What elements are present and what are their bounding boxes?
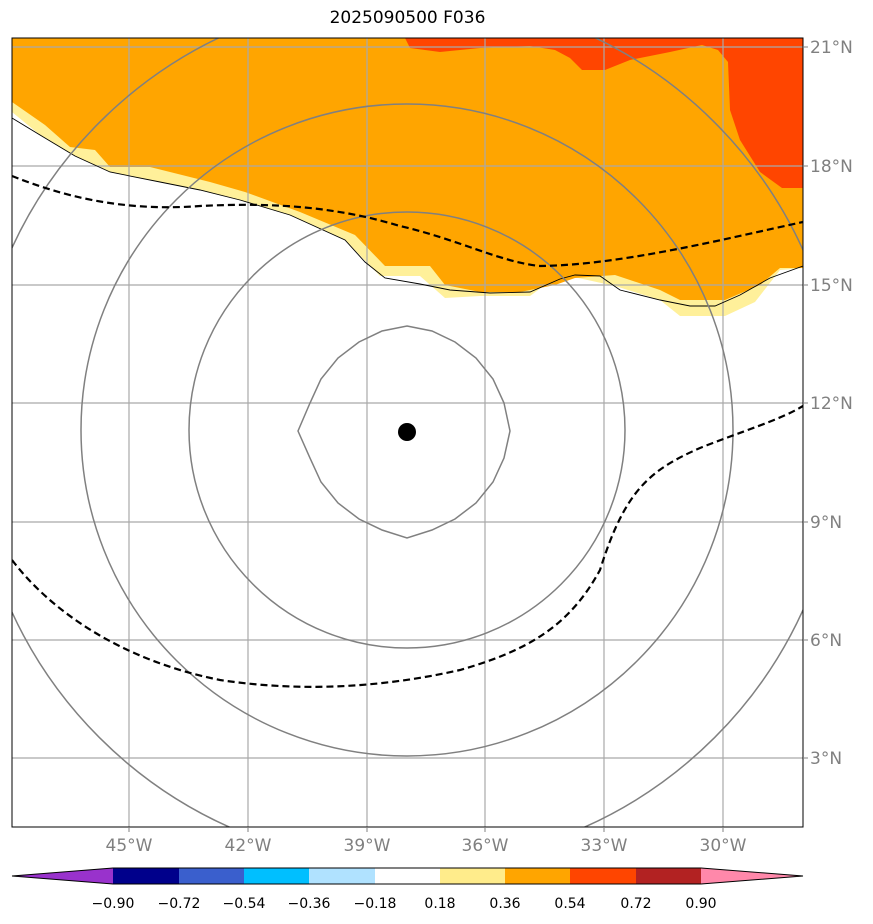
lat-label: 6°N [810, 631, 842, 651]
lat-label: 18°N [810, 157, 853, 177]
colorbar-tick-label: 0.36 [489, 896, 520, 912]
colorbar-tick-label: 0.18 [424, 896, 455, 912]
colorbar-segment [113, 868, 179, 884]
colorbar-tick-label: 0.90 [685, 896, 716, 912]
colorbar-segment [505, 868, 570, 884]
dashed-contour-south [12, 405, 803, 688]
map-area [12, 38, 803, 827]
lon-label: 39°W [344, 836, 391, 856]
boundary-line [12, 117, 803, 307]
storm-center-marker [398, 423, 416, 441]
lon-label: 30°W [700, 836, 747, 856]
dashed-contours [12, 174, 803, 688]
colorbar-outline [11, 867, 804, 885]
lat-label: 9°N [810, 513, 842, 533]
lon-label: 33°W [581, 836, 628, 856]
lat-ticks [803, 46, 808, 759]
range-ring-1 [297, 325, 511, 539]
colorbar-segment [636, 868, 701, 884]
colorbar-tick-label: −0.72 [158, 896, 201, 912]
lon-label: 36°W [462, 836, 509, 856]
colorbar-segment [309, 868, 375, 884]
map-title: 2025090500 F036 [329, 8, 486, 28]
colorbar-tick-label: −0.90 [92, 896, 135, 912]
colorbar-segment [244, 868, 309, 884]
colorbar-tick-label: −0.54 [223, 896, 266, 912]
orange-field [12, 38, 803, 300]
colorbar-tick-label: −0.36 [288, 896, 331, 912]
range-rings [12, 38, 803, 827]
colorbar-segment [440, 868, 505, 884]
colorbar-segment [570, 868, 636, 884]
range-ring-3 [80, 103, 734, 757]
colorbar [11, 867, 804, 885]
colorbar-tick-label: 0.72 [620, 896, 651, 912]
range-ring-2 [188, 211, 626, 649]
colorbar-segment [179, 868, 244, 884]
colorbar-tick-label: 0.54 [554, 896, 585, 912]
graticule [12, 38, 803, 827]
lat-label: 3°N [810, 749, 842, 769]
map-frame [11, 37, 804, 828]
dashed-contour-north [12, 174, 803, 268]
lon-label: 45°W [106, 836, 153, 856]
lon-label: 42°W [225, 836, 272, 856]
lat-label: 15°N [810, 276, 853, 296]
colorbar-tick-label: −0.18 [354, 896, 397, 912]
lon-ticks [128, 827, 724, 832]
colorbar-extend-high [701, 868, 803, 884]
lat-label: 12°N [810, 394, 853, 414]
lat-label: 21°N [810, 38, 853, 58]
colorbar-segment [375, 868, 440, 884]
colorbar-extend-low [12, 868, 113, 884]
